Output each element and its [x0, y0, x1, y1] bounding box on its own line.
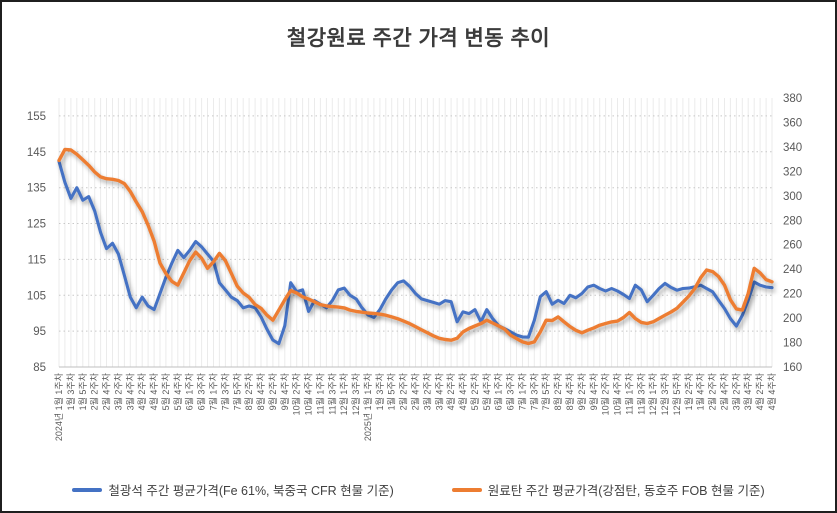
svg-text:11월 3주차: 11월 3주차 — [635, 372, 646, 414]
svg-text:7월 3주차: 7월 3주차 — [528, 372, 539, 410]
svg-text:10월 4주차: 10월 4주차 — [612, 372, 623, 415]
svg-text:8월 2주차: 8월 2주차 — [552, 372, 563, 410]
svg-text:10월 4주차: 10월 4주차 — [303, 372, 314, 415]
svg-text:1월 5주차: 1월 5주차 — [77, 372, 88, 410]
svg-text:10월 2주차: 10월 2주차 — [600, 372, 611, 415]
svg-text:12월 5주차: 12월 5주차 — [671, 372, 682, 415]
svg-text:12월 1주차: 12월 1주차 — [338, 372, 349, 415]
svg-text:1월 5주차: 1월 5주차 — [386, 372, 397, 410]
svg-text:240: 240 — [783, 264, 802, 276]
svg-text:135: 135 — [27, 183, 46, 195]
svg-text:5월 2주차: 5월 2주차 — [160, 372, 171, 410]
svg-text:7월 1주차: 7월 1주차 — [516, 372, 527, 410]
chart-title: 철강원료 주간 가격 변동 추이 — [286, 27, 551, 50]
svg-text:8월 2주차: 8월 2주차 — [243, 372, 254, 410]
svg-text:220: 220 — [783, 289, 802, 301]
svg-text:260: 260 — [783, 240, 802, 252]
svg-text:11월 1주차: 11월 1주차 — [314, 372, 325, 414]
svg-text:10월 2주차: 10월 2주차 — [291, 372, 302, 415]
svg-text:3월 4주차: 3월 4주차 — [742, 372, 753, 410]
svg-text:6월 3주차: 6월 3주차 — [505, 372, 516, 410]
svg-text:3월 2주차: 3월 2주차 — [112, 372, 123, 410]
svg-text:9월 2주차: 9월 2주차 — [267, 372, 278, 410]
svg-text:3월 2주차: 3월 2주차 — [730, 372, 741, 410]
svg-text:4월 2주차: 4월 2주차 — [754, 372, 765, 410]
svg-text:340: 340 — [783, 142, 802, 154]
x-axis-tick-labels: 2024년 1월 1주차 1월 3주차 1월 5주차 2월 2주차 2월 4주차 3월 2… — [53, 372, 777, 441]
svg-text:95: 95 — [33, 326, 46, 338]
svg-text:85: 85 — [33, 362, 46, 374]
left-axis-tick-labels: 85 95 105 115 125 135 145 155 — [27, 111, 46, 374]
svg-text:2월 2주차: 2월 2주차 — [707, 372, 718, 410]
svg-text:2월 4주차: 2월 4주차 — [101, 372, 112, 410]
svg-text:3월 4주차: 3월 4주차 — [124, 372, 135, 410]
svg-text:2024년 1월 1주차: 2024년 1월 1주차 — [53, 372, 64, 441]
svg-text:1월 3주차: 1월 3주차 — [65, 372, 76, 410]
svg-text:12월 3주차: 12월 3주차 — [350, 372, 361, 415]
svg-text:280: 280 — [783, 215, 802, 227]
svg-text:4월 4주차: 4월 4주차 — [766, 372, 777, 410]
svg-text:4월 4주차: 4월 4주차 — [148, 372, 159, 410]
svg-text:3월 4주차: 3월 4주차 — [433, 372, 444, 410]
svg-text:5월 2주차: 5월 2주차 — [469, 372, 480, 410]
svg-text:320: 320 — [783, 166, 802, 178]
svg-text:4월 2주차: 4월 2주차 — [136, 372, 147, 410]
svg-text:5월 4주차: 5월 4주차 — [172, 372, 183, 410]
legend-item-iron-ore[interactable]: 철광석 주간 평균가격(Fe 61%, 북중국 CFR 현물 기준) — [72, 480, 394, 499]
svg-text:8월 4주차: 8월 4주차 — [564, 372, 575, 410]
svg-text:7월 1주차: 7월 1주차 — [207, 372, 218, 410]
legend: 철광석 주간 평균가격(Fe 61%, 북중국 CFR 현물 기준) 원료탄 주… — [2, 480, 835, 499]
svg-text:7월 3주차: 7월 3주차 — [219, 372, 230, 410]
svg-text:145: 145 — [27, 147, 46, 159]
svg-text:1월 3주차: 1월 3주차 — [374, 372, 385, 410]
svg-text:7월 5주차: 7월 5주차 — [540, 372, 551, 410]
svg-text:11월 3주차: 11월 3주차 — [326, 372, 337, 414]
svg-text:12월 3주차: 12월 3주차 — [659, 372, 670, 415]
coking-coal-line-swatch-icon — [451, 487, 482, 492]
svg-text:7월 5주차: 7월 5주차 — [231, 372, 242, 410]
svg-text:8월 4주차: 8월 4주차 — [255, 372, 266, 410]
svg-text:1월 4주차: 1월 4주차 — [695, 372, 706, 410]
svg-text:155: 155 — [27, 111, 46, 123]
svg-text:5월 4주차: 5월 4주차 — [481, 372, 492, 410]
svg-text:4월 2주차: 4월 2주차 — [445, 372, 456, 410]
iron-ore-line-swatch-icon — [72, 487, 103, 492]
svg-text:2월 2주차: 2월 2주차 — [89, 372, 100, 410]
svg-text:2월 2주차: 2월 2주차 — [398, 372, 409, 410]
svg-text:6월 1주차: 6월 1주차 — [493, 372, 504, 410]
svg-text:180: 180 — [783, 338, 802, 350]
svg-text:200: 200 — [783, 313, 802, 325]
svg-text:9월 2주차: 9월 2주차 — [576, 372, 587, 410]
vertical-gridlines — [58, 98, 773, 367]
legend-label-coking-coal: 원료탄 주간 평균가격(강점탄, 동호주 FOB 현물 기준) — [487, 484, 765, 498]
svg-text:9월 4주차: 9월 4주차 — [279, 372, 290, 410]
svg-text:11월 1주차: 11월 1주차 — [623, 372, 634, 414]
svg-text:1월 2주차: 1월 2주차 — [683, 372, 694, 410]
svg-text:6월 1주차: 6월 1주차 — [184, 372, 195, 410]
svg-text:2월 4주차: 2월 4주차 — [718, 372, 729, 410]
legend-item-coking-coal[interactable]: 원료탄 주간 평균가격(강점탄, 동호주 FOB 현물 기준) — [451, 480, 765, 499]
svg-text:115: 115 — [28, 254, 46, 266]
svg-text:2월 4주차: 2월 4주차 — [410, 372, 421, 410]
svg-text:3월 2주차: 3월 2주차 — [421, 372, 432, 410]
svg-text:6월 3주차: 6월 3주차 — [196, 372, 207, 410]
coking-coal-series-line — [57, 147, 774, 346]
svg-text:160: 160 — [783, 362, 802, 374]
svg-text:300: 300 — [783, 191, 802, 203]
svg-text:380: 380 — [783, 93, 802, 105]
legend-label-iron-ore: 철광석 주간 평균가격(Fe 61%, 북중국 CFR 현물 기준) — [108, 484, 394, 498]
svg-text:105: 105 — [27, 290, 46, 302]
svg-text:2025년 1월 1주차: 2025년 1월 1주차 — [362, 372, 373, 441]
svg-text:9월 4주차: 9월 4주차 — [588, 372, 599, 410]
right-axis-tick-labels: 160 180 200 220 240 260 280 300 320 340 360 380 — [783, 93, 802, 374]
svg-text:360: 360 — [783, 118, 802, 130]
iron-ore-series-line — [57, 159, 774, 346]
svg-text:125: 125 — [27, 219, 46, 231]
svg-text:12월 1주차: 12월 1주차 — [647, 372, 658, 415]
svg-text:4월 4주차: 4월 4주차 — [457, 372, 468, 410]
